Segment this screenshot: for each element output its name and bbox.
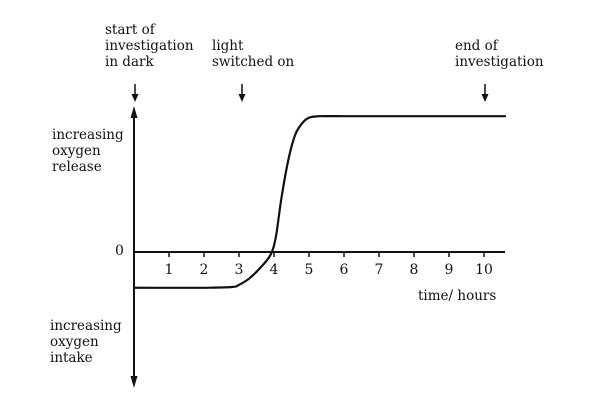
annotation-line: investigation (455, 54, 544, 70)
annotation-line: start of (105, 22, 156, 38)
ylabel-negative: increasing oxygen intake (50, 318, 126, 366)
x-tick-label: 2 (200, 262, 209, 278)
ylabel-negative-line: oxygen (50, 334, 99, 350)
annotation-line: switched on (212, 54, 295, 70)
ylabel-positive-line: oxygen (52, 143, 101, 159)
series (132, 115, 507, 289)
ylabel-negative-line: intake (50, 350, 93, 366)
x-tick-label: 3 (235, 262, 244, 278)
ylabel-positive-line: release (52, 159, 102, 175)
y-zero-label: 0 (115, 243, 124, 259)
x-tick-label: 8 (410, 262, 419, 278)
x-ticks: 1 2 3 4 5 6 7 8 9 10 (165, 252, 493, 278)
y-axis-arrow-up (130, 106, 138, 118)
x-tick-label: 10 (475, 262, 493, 278)
annotation-arrow-head (131, 94, 139, 102)
x-tick-label: 5 (305, 262, 314, 278)
series-line (132, 115, 507, 289)
ylabel-positive-line: increasing (52, 127, 124, 143)
annotation-line: investigation (105, 38, 194, 54)
x-tick-label: 7 (375, 262, 384, 278)
x-tick-label: 4 (270, 262, 279, 278)
annotation-line: end of (455, 38, 499, 54)
x-axis-label: time/ hours (418, 288, 496, 304)
annotation-arrow-head (238, 94, 246, 102)
ylabel-negative-line: increasing (50, 318, 122, 334)
annotation-line: light (212, 38, 244, 54)
ylabel-positive: increasing oxygen release (52, 127, 128, 175)
annotation-line: in dark (105, 54, 154, 70)
x-tick-label: 1 (165, 262, 174, 278)
x-tick-label: 9 (445, 262, 454, 278)
annotation-arrow-head (481, 94, 489, 102)
y-axis-arrow-down (130, 376, 138, 388)
x-tick-label: 6 (340, 262, 349, 278)
y-axis (130, 106, 138, 388)
